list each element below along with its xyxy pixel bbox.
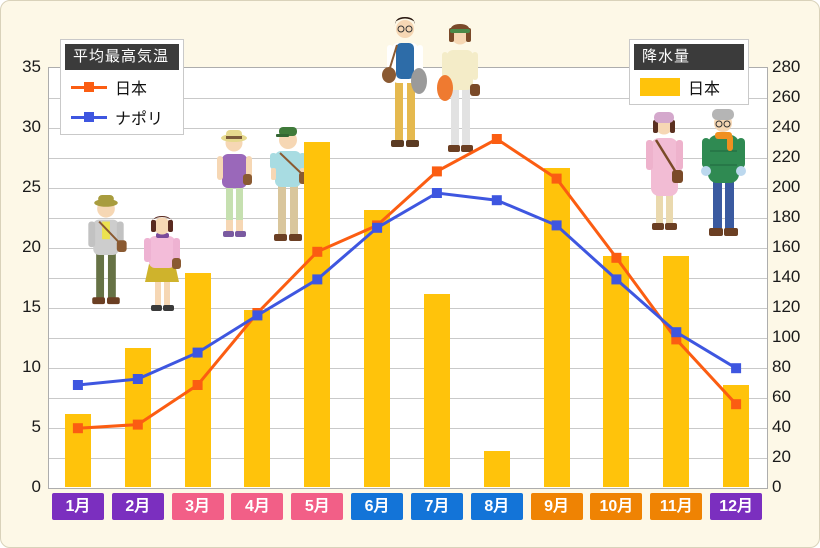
legend-label: 日本 xyxy=(688,81,721,98)
legend-entry-japan-precip: 日本 xyxy=(634,70,744,100)
man-figure xyxy=(382,17,427,147)
temperature-legend-title: 平均最高気温 xyxy=(65,44,179,70)
month-label: 7月 xyxy=(410,493,463,520)
legend-label: 日本 xyxy=(115,81,148,98)
temp-axis-tick: 25 xyxy=(22,177,41,196)
winter-clothes-pair-icon xyxy=(641,109,749,241)
precip-axis-tick: 280 xyxy=(772,57,801,76)
precip-axis-tick: 160 xyxy=(772,237,801,256)
precip-axis-tick: 60 xyxy=(772,387,791,406)
month-label: 6月 xyxy=(351,493,404,520)
month-label: 1月 xyxy=(51,493,104,520)
precip-bar xyxy=(304,142,331,487)
gridline xyxy=(49,338,767,339)
month-label: 12月 xyxy=(710,493,763,520)
naples-line-sample-icon xyxy=(71,111,107,123)
precip-axis-tick: 20 xyxy=(772,447,791,466)
temp-axis-tick: 15 xyxy=(22,297,41,316)
precipitation-legend: 降水量 日本 xyxy=(629,39,749,105)
man-figure xyxy=(88,195,127,305)
gridline xyxy=(49,428,767,429)
precip-axis-tick: 260 xyxy=(772,87,801,106)
month-label: 4月 xyxy=(231,493,284,520)
gridline xyxy=(49,458,767,459)
precip-axis-tick: 40 xyxy=(772,417,791,436)
precip-axis-tick: 180 xyxy=(772,207,801,226)
precip-axis-tick: 80 xyxy=(772,357,791,376)
precip-bar xyxy=(483,451,510,487)
precip-axis-tick: 220 xyxy=(772,147,801,166)
japan-line-sample-icon xyxy=(71,81,107,93)
temp-axis-tick: 20 xyxy=(22,237,41,256)
precip-bar xyxy=(64,413,91,487)
precip-axis-tick: 200 xyxy=(772,177,801,196)
precip-bar xyxy=(364,209,391,487)
spring-clothes-pair-icon xyxy=(211,125,313,247)
temperature-legend: 平均最高気温 日本 ナポリ xyxy=(60,39,184,135)
woman-figure xyxy=(646,112,683,230)
temp-axis-tick: 5 xyxy=(31,417,41,436)
precip-axis-tick: 120 xyxy=(772,297,801,316)
legend-entry-naples-temp: ナポリ xyxy=(65,100,179,130)
temp-axis-tick: 30 xyxy=(22,117,41,136)
autumn-clothes-pair-icon xyxy=(81,195,185,314)
precip-bar xyxy=(423,293,450,487)
man-figure xyxy=(701,109,747,236)
month-label: 5月 xyxy=(291,493,344,520)
legend-label: ナポリ xyxy=(115,111,164,128)
woman-figure xyxy=(144,216,182,311)
precip-axis-tick: 100 xyxy=(772,327,801,346)
temp-axis-tick: 0 xyxy=(31,477,41,496)
precip-bar xyxy=(543,167,570,487)
japan-bar-sample-icon xyxy=(640,78,680,96)
woman-figure xyxy=(437,24,481,152)
month-label: 9月 xyxy=(530,493,583,520)
precip-bar xyxy=(124,347,151,487)
temp-axis-tick: 35 xyxy=(22,57,41,76)
precip-axis-tick: 140 xyxy=(772,267,801,286)
precip-axis-tick: 0 xyxy=(772,477,782,496)
month-label: 2月 xyxy=(111,493,164,520)
early-summer-clothes-pair-icon xyxy=(381,13,483,160)
precip-bar xyxy=(603,256,630,487)
precip-bar xyxy=(663,256,690,487)
month-label: 11月 xyxy=(650,493,703,520)
woman-figure xyxy=(217,130,252,237)
month-label: 10月 xyxy=(590,493,643,520)
temp-axis-tick: 10 xyxy=(22,357,41,376)
precip-bar xyxy=(184,272,211,487)
month-label: 3月 xyxy=(171,493,224,520)
precip-bar xyxy=(723,385,750,487)
precip-axis-tick: 240 xyxy=(772,117,801,136)
legend-entry-japan-temp: 日本 xyxy=(65,70,179,100)
gridline xyxy=(49,398,767,399)
precipitation-legend-title: 降水量 xyxy=(634,44,744,70)
precip-bar xyxy=(244,310,271,487)
month-label: 8月 xyxy=(470,493,523,520)
gridline xyxy=(49,368,767,369)
